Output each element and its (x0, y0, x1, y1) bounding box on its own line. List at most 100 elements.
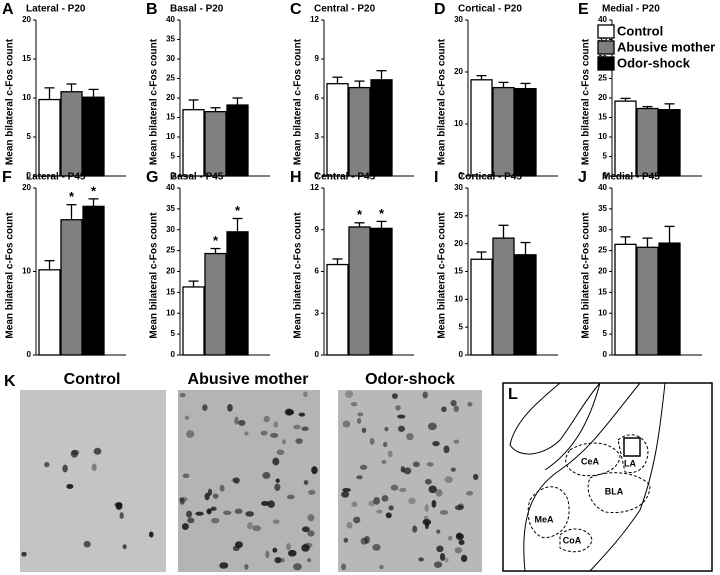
cell (424, 521, 429, 530)
y-tick-label: 5 (27, 132, 32, 141)
bar (614, 100, 637, 177)
cell (399, 487, 407, 493)
y-tick-label: 5 (171, 152, 176, 161)
y-axis-label: Mean bilateral c-Fos count (149, 212, 160, 339)
cell (287, 549, 297, 557)
bar (326, 83, 349, 177)
legend-label: Control (617, 23, 663, 38)
y-tick-label: 5 (603, 152, 608, 161)
cell (219, 484, 225, 492)
cell (252, 525, 262, 532)
y-tick-label: 9 (315, 225, 320, 234)
cell (346, 521, 353, 529)
cell (384, 426, 389, 432)
cell (301, 544, 310, 552)
cell (379, 564, 384, 570)
y-axis-label: Mean bilateral c-Fos count (149, 38, 160, 165)
cell (382, 441, 388, 448)
cell (62, 464, 68, 473)
cell (341, 491, 350, 498)
y-tick-label: 15 (598, 113, 607, 122)
bar (636, 107, 659, 177)
region-label: MeA (534, 514, 554, 524)
cell (272, 457, 280, 466)
cell (274, 557, 282, 564)
y-tick-label: 15 (454, 267, 463, 276)
y-tick-label: 10 (166, 308, 175, 317)
y-tick-label: 20 (454, 239, 463, 248)
y-axis-label: Mean bilateral c-Fos count (5, 212, 16, 339)
cell (93, 447, 102, 455)
cell (425, 478, 432, 485)
y-tick-label: 0 (603, 171, 608, 180)
cell (246, 522, 253, 530)
bar (492, 86, 515, 177)
y-tick-label: 0 (171, 350, 176, 359)
chart-title: Lateral - P20 (26, 4, 86, 15)
cell (91, 463, 97, 472)
cell (342, 487, 351, 492)
y-tick-label: 30 (166, 54, 175, 63)
bar (38, 98, 61, 177)
y-tick-label: 20 (22, 15, 31, 24)
cell (195, 511, 204, 516)
cell (227, 404, 233, 412)
cell (298, 412, 306, 417)
y-tick-label: 0 (315, 171, 320, 180)
cell (427, 422, 437, 431)
region-label: BLA (605, 486, 624, 496)
cell (450, 399, 457, 407)
cell (306, 557, 312, 563)
panel-letter: J (578, 169, 587, 186)
cell (115, 502, 123, 510)
cell (454, 547, 463, 554)
cell (122, 544, 127, 550)
legend-swatch (597, 24, 615, 39)
cell (435, 489, 443, 497)
cell (307, 530, 315, 537)
cell (364, 535, 370, 544)
cell (210, 506, 217, 511)
bar (614, 243, 637, 356)
y-tick-label: 3 (315, 132, 320, 141)
cell (387, 450, 393, 458)
chart-title: Cortical - P20 (458, 4, 522, 15)
y-tick-label: 0 (603, 350, 608, 359)
y-axis-label: Mean bilateral c-Fos count (293, 212, 304, 339)
cell (439, 510, 449, 515)
cell (233, 477, 240, 484)
bar (60, 91, 83, 177)
y-tick-label: 15 (22, 54, 31, 63)
panel-letter: F (2, 169, 12, 186)
chart-title: Basal - P20 (170, 4, 224, 15)
cell (186, 510, 193, 518)
y-tick-label: 5 (459, 322, 464, 331)
cell (274, 483, 281, 491)
cell (295, 438, 303, 444)
cell (418, 557, 424, 562)
cell (385, 512, 392, 519)
cell (275, 478, 280, 483)
bar (470, 258, 493, 356)
cell (441, 406, 447, 413)
cell (273, 421, 279, 428)
cell (281, 439, 287, 445)
cell (431, 500, 437, 508)
bar (470, 79, 493, 177)
cell (397, 425, 406, 432)
cell (444, 476, 453, 484)
cell (466, 490, 474, 496)
cell (368, 500, 376, 507)
cell (453, 405, 460, 413)
cell (206, 508, 212, 515)
cell (467, 401, 473, 407)
bar (370, 227, 393, 356)
cell (244, 431, 249, 436)
y-tick-label: 0 (27, 171, 32, 180)
y-tick-label: 25 (598, 74, 607, 83)
cell (179, 497, 185, 505)
cell (231, 477, 237, 483)
y-tick-label: 35 (166, 204, 175, 213)
cell (352, 516, 361, 524)
